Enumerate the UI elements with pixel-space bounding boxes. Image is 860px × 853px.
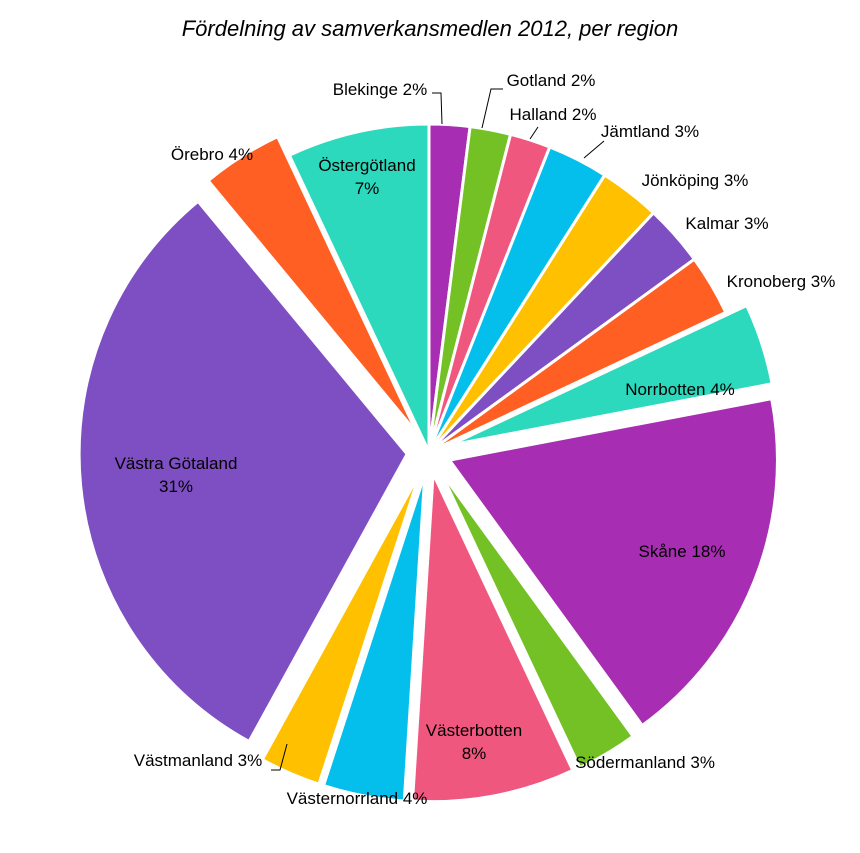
data-label: Kronoberg 3% xyxy=(727,272,836,291)
pie-slice-kronoberg xyxy=(428,257,728,454)
leader-line xyxy=(583,140,605,159)
leader-line xyxy=(529,126,539,140)
data-label: Kalmar 3% xyxy=(685,214,768,233)
pie-slice-västerbotten xyxy=(410,472,575,804)
data-label: Gotland 2% xyxy=(507,71,596,90)
data-label: Skåne 18% xyxy=(639,542,726,561)
data-label: Västra Götaland 31% xyxy=(115,454,238,496)
pie-slice-örebro xyxy=(206,134,419,435)
pie-slice-norrbotten xyxy=(449,303,774,447)
pie-slice-östergötland xyxy=(287,122,431,453)
data-label: Östergötland 7% xyxy=(318,156,415,198)
chart-title: Fördelning av samverkansmedlen 2012, per… xyxy=(181,16,679,41)
data-label: Halland 2% xyxy=(510,105,597,124)
data-label: Jönköping 3% xyxy=(642,171,749,190)
leader-line xyxy=(432,92,443,125)
pie-slice-södermanland xyxy=(438,470,636,770)
pie-slice-västernorrland xyxy=(321,473,427,803)
leader-line xyxy=(271,743,288,771)
pie-slice-skåne xyxy=(446,396,779,728)
pie-slice-västmanland xyxy=(260,471,422,787)
data-label: Blekinge 2% xyxy=(333,80,428,99)
data-label: Södermanland 3% xyxy=(575,753,715,772)
data-label: Västmanland 3% xyxy=(134,751,263,770)
data-label: Örebro 4% xyxy=(171,145,253,164)
data-label: Norrbotten 4% xyxy=(625,380,735,399)
leader-line xyxy=(481,88,503,129)
data-label: Jämtland 3% xyxy=(601,122,699,141)
data-label: Västerbotten 8% xyxy=(426,721,522,763)
pie-slice-västra-götaland xyxy=(77,199,409,744)
data-label: Västernorrland 4% xyxy=(287,789,428,808)
